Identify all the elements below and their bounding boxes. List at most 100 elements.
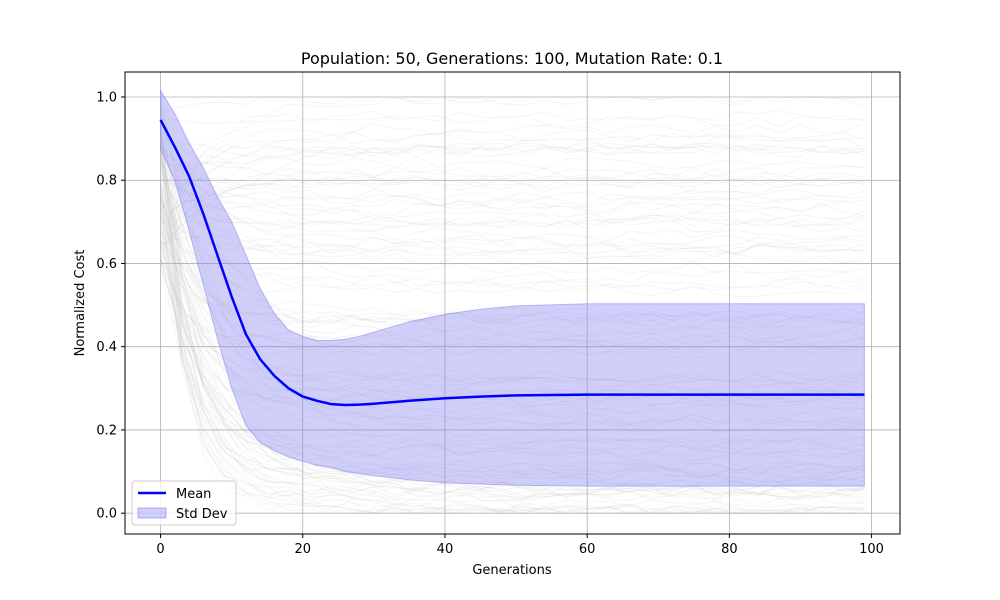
run-line — [160, 173, 865, 407]
x-tick-label: 80 — [721, 542, 738, 557]
run-line — [160, 186, 865, 514]
run-line — [160, 236, 865, 449]
run-line — [160, 228, 865, 383]
run-line — [160, 189, 865, 477]
run-line — [160, 213, 865, 246]
std-dev-band — [160, 88, 865, 487]
run-line — [160, 144, 865, 216]
run-line — [160, 119, 865, 337]
run-line — [160, 137, 865, 433]
run-line — [160, 142, 865, 268]
y-axis-label: Normalized Cost — [73, 250, 88, 357]
run-line — [160, 214, 865, 274]
run-line — [160, 175, 865, 254]
chart-title: Population: 50, Generations: 100, Mutati… — [301, 49, 723, 68]
run-line — [160, 119, 865, 290]
run-line — [160, 239, 865, 424]
run-line — [160, 101, 865, 492]
mean-line — [159, 119, 865, 407]
run-line — [160, 268, 865, 504]
run-line — [160, 259, 865, 448]
run-line — [160, 157, 865, 465]
x-tick-label: 60 — [579, 542, 596, 557]
run-line — [160, 152, 865, 208]
run-line — [160, 181, 865, 225]
plot-area — [124, 71, 901, 535]
run-line — [160, 141, 865, 416]
run-line — [160, 166, 865, 356]
run-line — [160, 105, 865, 387]
run-line — [160, 155, 865, 213]
run-line — [160, 156, 865, 170]
run-line — [160, 215, 865, 501]
run-line — [160, 99, 865, 181]
run-line — [160, 212, 865, 514]
run-line — [160, 259, 865, 325]
x-tick-label: 100 — [859, 542, 884, 557]
run-line — [160, 141, 865, 258]
x-axis-ticks: 0 20 40 60 80 100 — [156, 534, 884, 557]
legend-std-label: Std Dev — [176, 507, 228, 522]
run-line — [160, 159, 865, 514]
y-tick-label: 0.8 — [96, 174, 117, 189]
run-line — [160, 151, 865, 325]
run-line — [160, 177, 865, 249]
run-line — [160, 136, 865, 249]
x-tick-label: 20 — [294, 542, 311, 557]
run-line — [160, 131, 865, 212]
run-line — [160, 188, 865, 246]
run-line — [160, 267, 865, 456]
run-line — [160, 161, 865, 359]
run-line — [160, 194, 865, 350]
run-line — [160, 213, 865, 478]
run-line — [160, 194, 865, 220]
run-line — [160, 201, 865, 384]
run-line — [160, 178, 865, 221]
run-line — [160, 143, 865, 158]
run-line — [160, 141, 865, 341]
run-line — [160, 235, 865, 248]
run-line — [160, 150, 865, 386]
run-line — [160, 123, 865, 260]
run-line — [160, 146, 865, 480]
legend: Mean Std Dev — [131, 480, 237, 526]
run-line — [160, 156, 865, 495]
run-line — [160, 218, 865, 256]
run-line — [160, 129, 865, 250]
run-line — [160, 126, 865, 511]
run-line — [160, 155, 865, 230]
run-line — [160, 199, 865, 483]
run-line — [160, 147, 865, 512]
run-line — [160, 144, 865, 210]
run-line — [160, 167, 865, 228]
run-line — [160, 112, 865, 259]
y-tick-label: 0.4 — [96, 340, 117, 355]
run-line — [160, 175, 865, 218]
run-line — [160, 96, 865, 238]
run-line — [160, 259, 865, 348]
run-line — [160, 163, 865, 233]
y-tick-label: 0.2 — [96, 423, 117, 438]
run-line — [160, 201, 865, 256]
run-line — [160, 188, 865, 488]
x-tick-label: 40 — [437, 542, 454, 557]
run-line — [160, 180, 865, 408]
run-line — [160, 165, 865, 226]
run-line — [160, 223, 865, 402]
run-line — [160, 191, 865, 426]
run-line — [160, 109, 865, 194]
run-line — [160, 240, 865, 321]
run-line — [160, 132, 865, 284]
run-line — [160, 257, 865, 457]
run-line — [160, 168, 865, 330]
run-line — [160, 185, 865, 476]
run-line — [160, 197, 865, 474]
legend-std-swatch — [137, 507, 167, 519]
run-line — [160, 209, 865, 500]
run-line — [160, 145, 865, 498]
run-line — [160, 138, 865, 448]
y-tick-label: 0.0 — [96, 507, 117, 522]
run-line — [160, 167, 865, 330]
run-line — [160, 208, 865, 451]
run-line — [160, 115, 865, 128]
